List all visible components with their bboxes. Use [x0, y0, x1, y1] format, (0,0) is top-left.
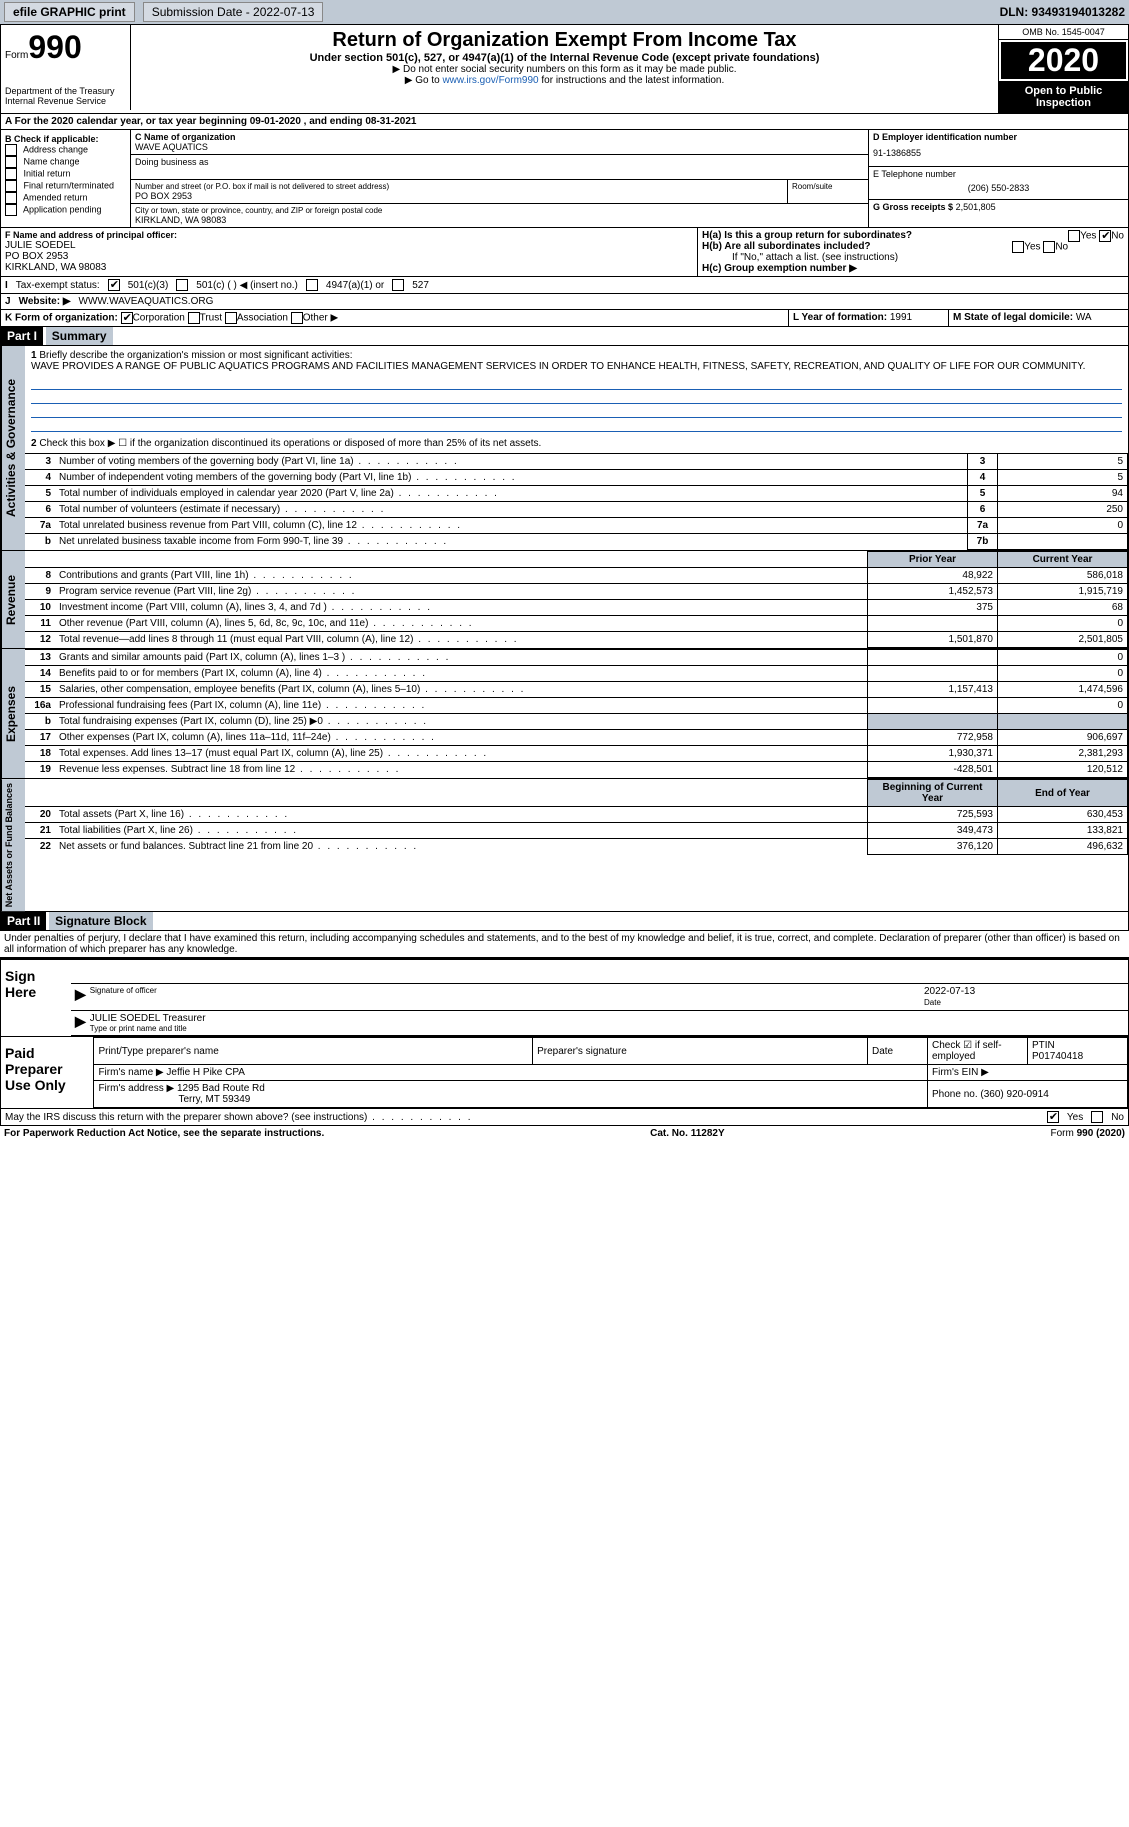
officer-name: JULIE SOEDEL: [5, 240, 693, 251]
gross: 2,501,805: [956, 202, 996, 212]
firm-phone: (360) 920-0914: [980, 1089, 1048, 1100]
open-inspection: Open to Public Inspection: [999, 81, 1128, 113]
tax-year: 2020: [1001, 42, 1126, 79]
checkbox-item[interactable]: Final return/terminated: [5, 180, 126, 192]
revenue-section: Revenue Prior YearCurrent Year8Contribut…: [0, 551, 1129, 649]
checkbox-item[interactable]: Amended return: [5, 192, 126, 204]
form-number: Form990: [5, 29, 126, 66]
note2: ▶ Go to www.irs.gov/Form990 for instruct…: [135, 75, 994, 86]
addr-label: Number and street (or P.O. box if mail i…: [135, 182, 783, 191]
submission-date: Submission Date - 2022-07-13: [143, 2, 324, 22]
part2-title: Signature Block: [49, 912, 152, 930]
activities-governance: Activities & Governance 1 Briefly descri…: [0, 346, 1129, 551]
room-label: Room/suite: [792, 182, 864, 191]
netassets-section: Net Assets or Fund Balances Beginning of…: [0, 779, 1129, 912]
officer-addr: PO BOX 2953: [5, 251, 693, 262]
hb: H(b) Are all subordinates included? Yes …: [702, 241, 1124, 252]
mission-text: WAVE PROVIDES A RANGE OF PUBLIC AQUATICS…: [31, 361, 1085, 372]
tab-ag: Activities & Governance: [1, 346, 25, 550]
firm-name: Jeffie H Pike CPA: [166, 1067, 245, 1078]
part2-hdr: Part II: [1, 912, 46, 930]
org-name: WAVE AQUATICS: [135, 142, 864, 152]
f-label: F Name and address of principal officer:: [5, 230, 693, 240]
sign-here: Sign Here: [1, 960, 71, 1036]
section-bcd: B Check if applicable: Address change Na…: [0, 130, 1129, 228]
city-label: City or town, state or province, country…: [135, 206, 864, 215]
part1-title: Summary: [46, 327, 113, 345]
phone-label: E Telephone number: [873, 169, 1124, 179]
tab-exp: Expenses: [1, 649, 25, 778]
subtitle: Under section 501(c), 527, or 4947(a)(1)…: [135, 52, 994, 64]
checkbox-item[interactable]: Address change: [5, 144, 126, 156]
row-fh: F Name and address of principal officer:…: [0, 228, 1129, 277]
form-title: Return of Organization Exempt From Incom…: [135, 29, 994, 52]
note1: ▶ Do not enter social security numbers o…: [135, 64, 994, 75]
discuss-row: May the IRS discuss this return with the…: [0, 1109, 1129, 1126]
footer: For Paperwork Reduction Act Notice, see …: [0, 1126, 1129, 1141]
checkbox-item[interactable]: Application pending: [5, 204, 126, 216]
paid-preparer: Paid Preparer Use Only Print/Type prepar…: [0, 1037, 1129, 1109]
signature-block: Sign Here ▶ Signature of officer 2022-07…: [0, 957, 1129, 1037]
addr: PO BOX 2953: [135, 191, 783, 201]
omb: OMB No. 1545-0047: [999, 25, 1128, 40]
firm-addr: 1295 Bad Route Rd: [177, 1083, 265, 1094]
row-j: JWebsite: ▶WWW.WAVEAQUATICS.ORG: [0, 294, 1129, 310]
city: KIRKLAND, WA 98083: [135, 215, 864, 225]
website[interactable]: WWW.WAVEAQUATICS.ORG: [79, 296, 214, 307]
row-i: ITax-exempt status: 501(c)(3) 501(c) ( )…: [0, 277, 1129, 294]
tab-na: Net Assets or Fund Balances: [1, 779, 25, 911]
tab-rev: Revenue: [1, 551, 25, 648]
ein: 91-1386855: [873, 142, 1124, 164]
part1-hdr: Part I: [1, 327, 43, 345]
line-a: A For the 2020 calendar year, or tax yea…: [0, 114, 1129, 130]
row-klm: K Form of organization: Corporation Trus…: [0, 310, 1129, 327]
paid-prep-label: Paid Preparer Use Only: [1, 1037, 93, 1108]
ha: H(a) Is this a group return for subordin…: [702, 230, 1124, 241]
officer-city: KIRKLAND, WA 98083: [5, 262, 693, 273]
dept: Department of the Treasury Internal Reve…: [5, 86, 126, 106]
b-label: B Check if applicable:: [5, 134, 126, 144]
topbar: efile GRAPHIC print Submission Date - 20…: [0, 0, 1129, 24]
irs-link[interactable]: www.irs.gov/Form990: [442, 75, 538, 86]
hb-note: If "No," attach a list. (see instruction…: [702, 252, 1124, 263]
ein-label: D Employer identification number: [873, 132, 1124, 142]
gross-label: G Gross receipts $: [873, 202, 953, 212]
c-name-label: C Name of organization: [135, 132, 864, 142]
checkbox-item[interactable]: Name change: [5, 156, 126, 168]
hc: H(c) Group exemption number ▶: [702, 263, 1124, 274]
officer-sig-name: JULIE SOEDEL Treasurer: [90, 1013, 206, 1024]
checkbox-item[interactable]: Initial return: [5, 168, 126, 180]
dln: DLN: 93493194013282: [1000, 5, 1125, 19]
declaration: Under penalties of perjury, I declare th…: [0, 931, 1129, 957]
header: Form990 Department of the Treasury Inter…: [0, 24, 1129, 114]
expenses-section: Expenses 13Grants and similar amounts pa…: [0, 649, 1129, 779]
efile-btn[interactable]: efile GRAPHIC print: [4, 2, 135, 22]
dba-label: Doing business as: [135, 157, 864, 167]
phone: (206) 550-2833: [873, 179, 1124, 197]
